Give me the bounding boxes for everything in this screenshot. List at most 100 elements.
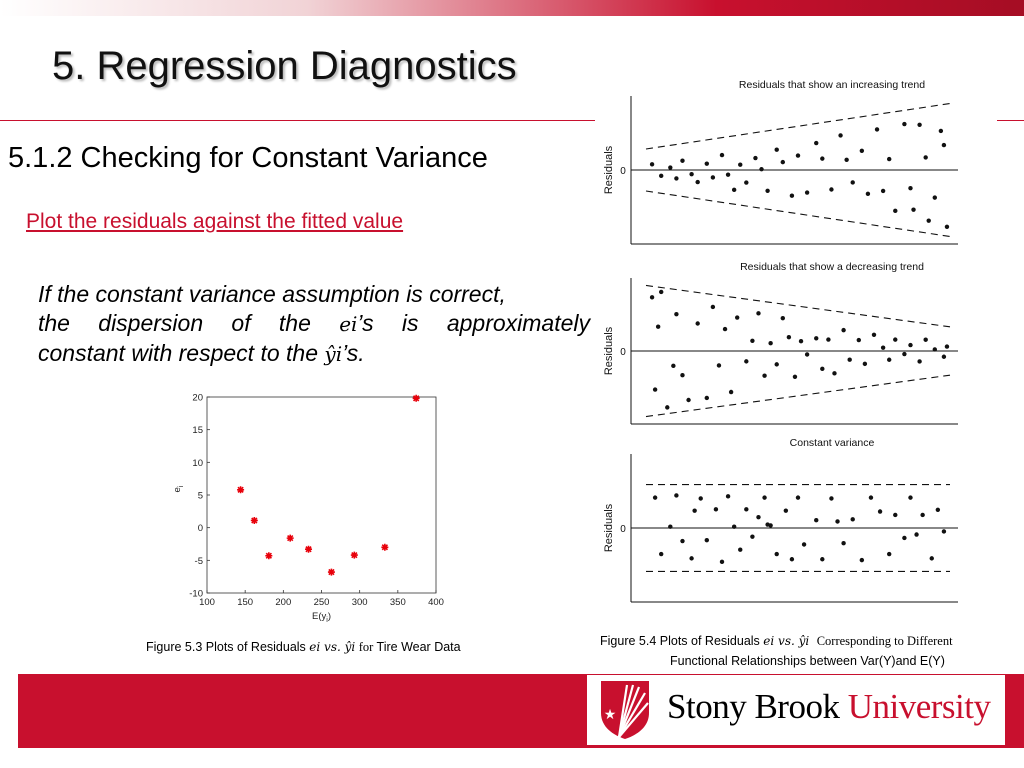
data-point <box>744 359 749 364</box>
data-point <box>893 208 898 214</box>
data-point <box>938 128 944 134</box>
top-gradient-band <box>0 0 1024 16</box>
tire-wear-residual-chart: 100 150 200 250 300 350 400 -10 -5 0 5 10 15 20 E(yi) e… <box>172 393 444 625</box>
data-point <box>765 188 770 193</box>
data-point <box>738 162 743 167</box>
data-point <box>649 295 655 300</box>
data-point <box>710 304 716 310</box>
data-point <box>674 176 679 181</box>
data-point <box>801 542 807 547</box>
data-point <box>762 373 767 378</box>
x-tick-label: 200 <box>275 597 291 608</box>
data-point <box>665 405 670 410</box>
data-point <box>689 171 694 177</box>
y-tick-label: 15 <box>192 425 203 436</box>
data-point <box>680 158 685 163</box>
data-point <box>789 193 795 198</box>
y-axis-label: ei <box>172 485 185 492</box>
data-point <box>780 315 785 321</box>
data-point <box>744 180 749 185</box>
data-point <box>850 180 855 185</box>
x-axis-label: E(yi) <box>312 611 331 624</box>
data-point <box>923 337 928 342</box>
data-point <box>735 315 740 320</box>
data-point <box>826 337 831 342</box>
data-point <box>859 557 865 563</box>
data-point <box>753 155 758 161</box>
y-tick-label: 10 <box>192 458 203 469</box>
data-point <box>671 363 676 369</box>
data-point <box>695 321 700 326</box>
data-point <box>847 357 852 362</box>
data-point <box>774 551 779 557</box>
y-tick-label: 5 <box>198 491 203 502</box>
data-point <box>902 535 907 541</box>
svg-text:★: ★ <box>604 706 617 722</box>
data-point <box>750 534 755 539</box>
data-point <box>829 187 834 192</box>
upper-band-line <box>645 284 951 328</box>
data-point <box>786 334 792 340</box>
data-point <box>327 568 335 576</box>
data-point <box>911 207 916 212</box>
data-point <box>250 516 258 524</box>
data-point <box>659 551 664 557</box>
residual-plot-link[interactable]: Plot the residuals against the fitted va… <box>26 210 404 233</box>
data-point <box>926 218 931 223</box>
figure-5-3-caption: Figure 5.3 Plots of Residuals ei vs. ŷi … <box>146 640 461 654</box>
data-point <box>795 153 801 158</box>
section-subtitle: 5.1.2 Checking for Constant Variance <box>8 142 488 174</box>
data-point <box>862 361 868 367</box>
slide-title: 5. Regression Diagnostics <box>52 44 517 88</box>
data-point <box>731 524 737 529</box>
data-point <box>704 537 709 543</box>
data-point <box>768 341 773 346</box>
data-point <box>674 493 679 498</box>
data-point <box>350 551 358 559</box>
data-point <box>713 507 719 512</box>
data-point <box>783 508 789 513</box>
data-point <box>874 127 880 132</box>
y-axis-label: Residuals <box>603 145 615 194</box>
data-point <box>908 495 913 500</box>
figure-5-4-caption-line2: Functional Relationships between Var(Y)a… <box>670 654 945 668</box>
data-point <box>932 195 937 200</box>
data-point <box>820 366 825 372</box>
data-point <box>804 352 810 357</box>
data-point <box>871 332 877 337</box>
data-point <box>750 338 755 343</box>
university-logo-box: ★ Stony Brook University <box>586 674 1006 746</box>
data-point <box>835 519 840 524</box>
data-point <box>652 495 658 500</box>
data-point <box>668 524 673 529</box>
data-point <box>893 337 898 342</box>
data-point <box>914 532 919 537</box>
data-point <box>659 173 664 179</box>
data-point <box>792 374 798 380</box>
data-point <box>725 172 731 177</box>
data-point <box>887 551 892 557</box>
data-point <box>704 161 709 166</box>
para-line-3: constant with respect to the ŷi’s. <box>38 340 365 366</box>
data-point <box>832 371 837 376</box>
data-point <box>716 363 722 368</box>
data-point <box>804 190 810 195</box>
y-axis-label: Residuals <box>603 326 615 375</box>
data-point <box>722 326 728 332</box>
constant-variance-paragraph: If the constant variance assumption is c… <box>38 280 590 369</box>
data-point <box>944 224 950 229</box>
data-point <box>728 389 734 395</box>
lower-band-line <box>645 190 951 238</box>
data-point <box>880 188 886 194</box>
data-point <box>774 147 779 152</box>
data-point <box>762 495 767 500</box>
data-point <box>759 167 764 172</box>
title-divider-left <box>0 120 595 121</box>
data-point <box>698 496 703 501</box>
university-shield-icon: ★ <box>601 681 649 739</box>
data-point <box>814 517 819 523</box>
data-point <box>929 556 934 561</box>
data-point <box>668 165 673 170</box>
chart-title: Residuals that show an increasing trend <box>739 79 925 91</box>
title-divider-right <box>997 120 1024 121</box>
